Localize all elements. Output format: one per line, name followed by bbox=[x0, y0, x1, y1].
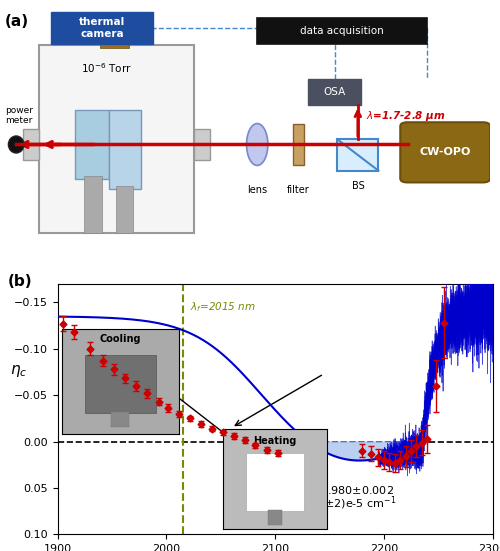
Bar bbox=[39, 45, 194, 234]
FancyBboxPatch shape bbox=[400, 122, 490, 182]
Text: $\eta_{ext}$=0.980±0.002: $\eta_{ext}$=0.980±0.002 bbox=[292, 484, 395, 498]
Bar bbox=[194, 129, 210, 160]
Text: $\lambda_f$=2015 nm: $\lambda_f$=2015 nm bbox=[190, 300, 256, 314]
Text: lens: lens bbox=[247, 185, 268, 195]
FancyBboxPatch shape bbox=[51, 12, 153, 44]
Bar bbox=[110, 110, 141, 189]
Text: power
meter: power meter bbox=[5, 106, 33, 126]
Bar bbox=[24, 129, 40, 160]
Text: $\alpha_b$=(5±2)e-5 cm$^{-1}$: $\alpha_b$=(5±2)e-5 cm$^{-1}$ bbox=[292, 495, 397, 513]
Text: BS: BS bbox=[352, 181, 364, 191]
Y-axis label: $\eta_c$: $\eta_c$ bbox=[10, 363, 27, 379]
Text: 10$^{-6}$ Torr: 10$^{-6}$ Torr bbox=[82, 62, 132, 75]
Ellipse shape bbox=[8, 136, 24, 153]
Bar bbox=[100, 29, 128, 48]
Ellipse shape bbox=[246, 123, 268, 165]
Bar bbox=[76, 110, 110, 179]
Bar bbox=[337, 139, 378, 171]
Bar bbox=[84, 176, 102, 234]
Text: thermal
camera: thermal camera bbox=[79, 17, 125, 39]
Bar bbox=[257, 18, 427, 44]
Text: data acquisition: data acquisition bbox=[300, 26, 384, 36]
Text: CW-OPO: CW-OPO bbox=[420, 147, 471, 158]
Text: (a): (a) bbox=[5, 14, 29, 29]
Text: filter: filter bbox=[287, 185, 310, 195]
Bar bbox=[308, 79, 362, 105]
Bar bbox=[116, 186, 132, 234]
Text: $\lambda$=1.7-2.8 μm: $\lambda$=1.7-2.8 μm bbox=[366, 109, 446, 123]
Text: OSA: OSA bbox=[324, 87, 346, 97]
Bar bbox=[293, 123, 304, 165]
Text: (b): (b) bbox=[8, 274, 32, 289]
